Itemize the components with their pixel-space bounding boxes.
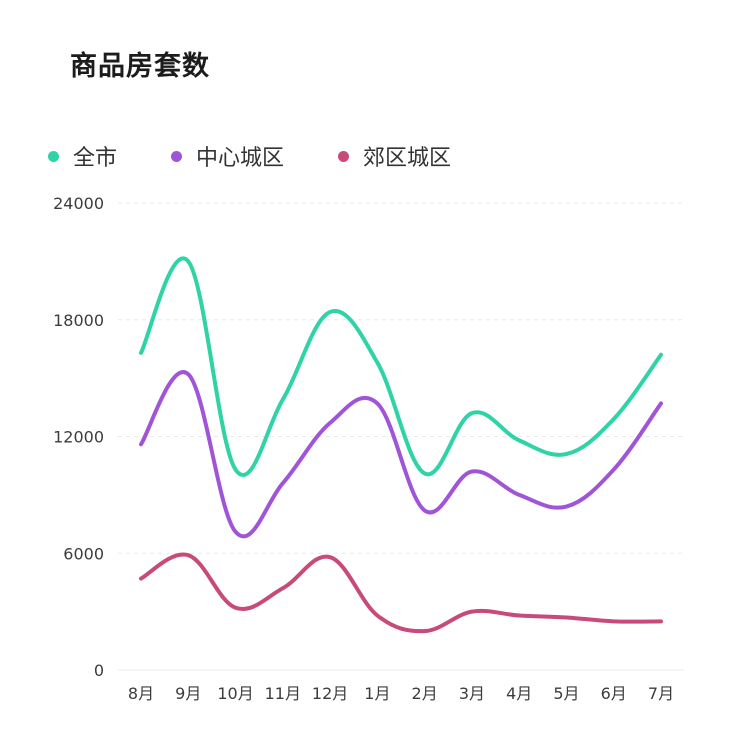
legend-item-all-city[interactable]: 全市 — [48, 140, 117, 172]
legend: 全市 中心城区 郊区城区 — [48, 140, 505, 172]
legend-label-central-district: 中心城区 — [196, 146, 285, 171]
legend-marker-central-district — [171, 150, 183, 162]
x-tick-label-4: 11月 — [265, 684, 301, 703]
series-line-suburban-district — [139, 552, 663, 634]
x-tick-label-9: 4月 — [506, 684, 532, 703]
x-tick-label-8: 3月 — [459, 684, 485, 703]
x-tick-label-11: 6月 — [601, 684, 627, 703]
x-tick-label-10: 5月 — [553, 684, 579, 703]
chart-title: 商品房套数 — [70, 51, 210, 82]
y-tick-label-24000: 24000 — [53, 194, 104, 213]
legend-marker-suburban-district — [338, 150, 350, 162]
x-tick-label-5: 12月 — [312, 684, 348, 703]
y-tick-label-0: 0 — [94, 661, 104, 680]
y-tick-label-18000: 18000 — [53, 311, 104, 330]
legend-label-all-city: 全市 — [73, 146, 118, 171]
series-line-all-city — [139, 256, 663, 477]
x-tick-label-3: 10月 — [217, 684, 253, 703]
y-tick-label-12000: 12000 — [53, 428, 104, 447]
x-tick-label-7: 2月 — [412, 684, 438, 703]
series-line-central-district — [139, 370, 663, 539]
x-tick-label-12: 7月 — [648, 684, 674, 703]
x-tick-label-1: 8月 — [128, 684, 154, 703]
x-tick-label-2: 9月 — [175, 684, 201, 703]
legend-item-suburban-district[interactable]: 郊区城区 — [338, 140, 451, 172]
x-tick-label-6: 1月 — [364, 684, 390, 703]
y-tick-label-6000: 6000 — [63, 544, 104, 563]
legend-marker-all-city — [48, 150, 59, 162]
legend-item-central-district[interactable]: 中心城区 — [171, 140, 284, 172]
legend-label-suburban-district: 郊区城区 — [363, 146, 452, 171]
